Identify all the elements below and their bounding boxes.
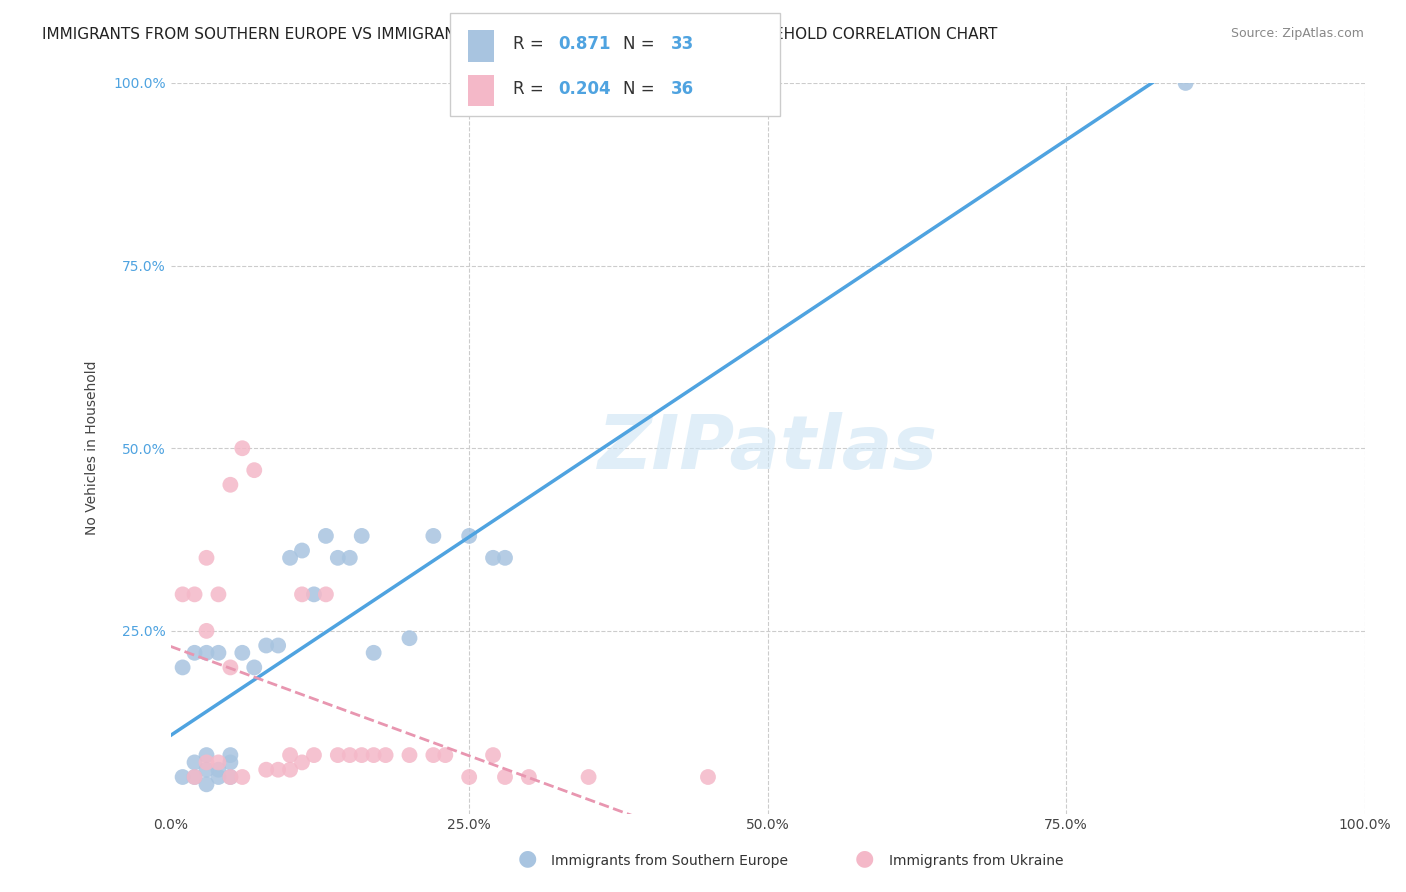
- Point: [183, 770, 205, 784]
- Point: [195, 777, 218, 791]
- Point: [278, 550, 301, 565]
- Point: [494, 770, 516, 784]
- Point: [243, 660, 266, 674]
- Point: [267, 639, 290, 653]
- Point: [302, 748, 325, 763]
- Y-axis label: No Vehicles in Household: No Vehicles in Household: [86, 361, 100, 535]
- Point: [350, 748, 373, 763]
- Point: [172, 770, 194, 784]
- Point: [207, 646, 229, 660]
- Point: [422, 748, 444, 763]
- Point: [254, 639, 277, 653]
- Point: [1174, 76, 1197, 90]
- Text: IMMIGRANTS FROM SOUTHERN EUROPE VS IMMIGRANTS FROM UKRAINE NO VEHICLES IN HOUSEH: IMMIGRANTS FROM SOUTHERN EUROPE VS IMMIG…: [42, 27, 997, 42]
- Text: 36: 36: [671, 79, 693, 97]
- Point: [278, 763, 301, 777]
- Point: [398, 748, 420, 763]
- Point: [291, 756, 314, 770]
- Point: [363, 646, 385, 660]
- Point: [315, 587, 337, 601]
- Point: [207, 587, 229, 601]
- Text: R =: R =: [513, 79, 550, 97]
- Point: [278, 748, 301, 763]
- Text: N =: N =: [623, 35, 659, 53]
- Text: R =: R =: [513, 35, 550, 53]
- Point: [195, 748, 218, 763]
- Point: [291, 543, 314, 558]
- Point: [195, 763, 218, 777]
- Text: ●: ●: [855, 848, 875, 868]
- Point: [291, 587, 314, 601]
- Point: [697, 770, 720, 784]
- Point: [219, 770, 242, 784]
- Point: [207, 763, 229, 777]
- Point: [183, 756, 205, 770]
- Point: [231, 646, 253, 660]
- Point: [195, 624, 218, 638]
- Point: [458, 770, 481, 784]
- Point: [254, 763, 277, 777]
- Point: [231, 442, 253, 456]
- Point: [339, 748, 361, 763]
- Point: [207, 756, 229, 770]
- Text: ●: ●: [517, 848, 537, 868]
- Point: [482, 748, 505, 763]
- Point: [219, 660, 242, 674]
- Point: [315, 529, 337, 543]
- Point: [494, 550, 516, 565]
- Point: [482, 550, 505, 565]
- Point: [339, 550, 361, 565]
- Point: [183, 587, 205, 601]
- Point: [195, 550, 218, 565]
- Point: [219, 756, 242, 770]
- Point: [374, 748, 396, 763]
- Text: ZIPatlas: ZIPatlas: [598, 412, 938, 484]
- Point: [350, 529, 373, 543]
- Point: [517, 770, 540, 784]
- Point: [578, 770, 600, 784]
- Point: [231, 770, 253, 784]
- Point: [219, 770, 242, 784]
- Point: [219, 748, 242, 763]
- Point: [195, 756, 218, 770]
- Text: Immigrants from Southern Europe: Immigrants from Southern Europe: [551, 854, 789, 868]
- Point: [267, 763, 290, 777]
- Point: [326, 550, 349, 565]
- Point: [398, 631, 420, 645]
- Point: [326, 748, 349, 763]
- Text: 0.204: 0.204: [558, 79, 610, 97]
- Text: N =: N =: [623, 79, 659, 97]
- Point: [207, 770, 229, 784]
- Point: [183, 770, 205, 784]
- Point: [458, 529, 481, 543]
- Point: [243, 463, 266, 477]
- Text: 33: 33: [671, 35, 695, 53]
- Point: [302, 587, 325, 601]
- Point: [422, 529, 444, 543]
- Point: [219, 477, 242, 491]
- Point: [363, 748, 385, 763]
- Text: Source: ZipAtlas.com: Source: ZipAtlas.com: [1230, 27, 1364, 40]
- Text: Immigrants from Ukraine: Immigrants from Ukraine: [889, 854, 1063, 868]
- Point: [172, 660, 194, 674]
- Point: [172, 587, 194, 601]
- Text: 0.871: 0.871: [558, 35, 610, 53]
- Point: [195, 646, 218, 660]
- Point: [434, 748, 457, 763]
- Point: [183, 646, 205, 660]
